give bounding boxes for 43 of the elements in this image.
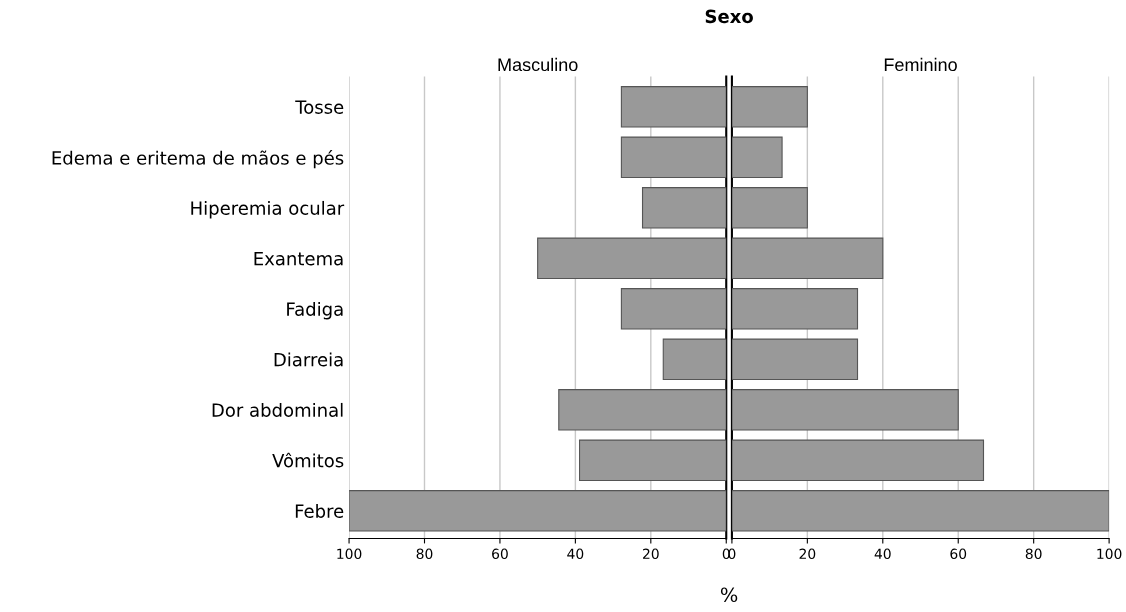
y-tick-label: Edema e eritema de mãos e pés xyxy=(52,150,344,169)
y-tick-label: Dor abdominal xyxy=(212,402,343,417)
x-tick-label: 0 xyxy=(722,548,730,560)
y-tick-label: Diarreia xyxy=(274,352,343,367)
y-tick-label: Vômitos xyxy=(272,452,344,468)
x-tick-label: 20 xyxy=(643,548,659,560)
bar xyxy=(578,439,727,482)
bar xyxy=(662,338,727,381)
y-tick-label: Febre xyxy=(295,503,344,518)
bar xyxy=(731,136,783,179)
bar xyxy=(620,136,727,179)
bar xyxy=(731,439,985,482)
bar xyxy=(558,389,727,431)
bar xyxy=(731,389,959,431)
x-tick-label: 60 xyxy=(950,548,967,560)
x-tick-label: 40 xyxy=(567,548,584,560)
x-axis-title: % xyxy=(720,587,738,603)
x-tick-label: 20 xyxy=(799,548,816,560)
chart-title: Sexo xyxy=(705,9,753,24)
x-tick-label: 80 xyxy=(416,548,433,560)
y-tick-label: Hiperemia ocular xyxy=(191,200,345,219)
chart-subtitle: Feminino xyxy=(884,57,957,72)
bar xyxy=(731,490,1110,532)
x-tick-label: 0 xyxy=(728,548,736,560)
y-tick-label: Tosse xyxy=(295,100,344,114)
bar xyxy=(731,288,859,330)
bar xyxy=(641,187,727,229)
chart-subtitle: Masculino xyxy=(498,57,578,72)
x-tick-label: 40 xyxy=(874,548,891,560)
bar xyxy=(537,237,727,280)
bar xyxy=(731,187,808,229)
x-tick-label: 60 xyxy=(492,548,508,560)
x-tick-label: 100 xyxy=(337,548,362,560)
bar xyxy=(731,86,808,128)
bar xyxy=(620,86,727,128)
bar xyxy=(731,338,859,381)
bar xyxy=(349,490,727,532)
y-tick-label: Exantema xyxy=(254,251,343,266)
x-tick-label: 100 xyxy=(1097,548,1122,560)
bar xyxy=(620,288,727,330)
y-tick-label: Fadiga xyxy=(287,301,343,320)
bar xyxy=(731,237,884,280)
x-tick-label: 80 xyxy=(1025,548,1042,560)
